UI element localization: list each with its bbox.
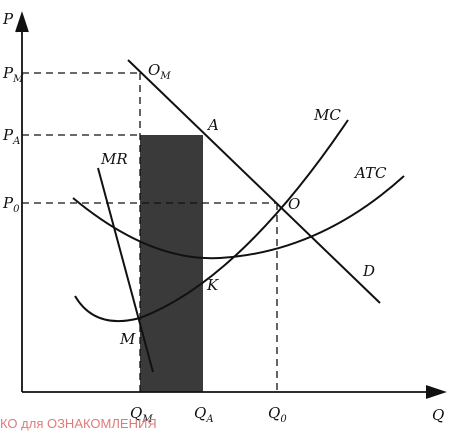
curve-label-mr: MR xyxy=(100,150,128,168)
quantity-label-qm-sub: M xyxy=(141,414,153,425)
price-label-pm-main: P xyxy=(2,64,14,82)
y-axis-arrow xyxy=(15,11,29,33)
average-total-cost-curve xyxy=(72,175,405,260)
quantity-label-qm: QM xyxy=(130,404,153,425)
point-label-om-sub: M xyxy=(159,71,171,82)
curve-label-mc: MC xyxy=(313,106,341,124)
shaded-area xyxy=(140,135,203,392)
marginal-revenue-curve xyxy=(97,167,154,373)
y-axis-label: P xyxy=(2,10,14,28)
price-label-pm: PM xyxy=(2,64,24,85)
point-label-k: K xyxy=(206,276,219,294)
quantity-label-q0-sub: 0 xyxy=(280,414,287,425)
price-label-pm-sub: M xyxy=(12,74,24,85)
reference-lines xyxy=(22,72,278,392)
quantity-label-qa-main: Q xyxy=(194,404,206,422)
curve-label-d: D xyxy=(362,262,375,280)
marginal-cost-curve xyxy=(74,119,349,323)
price-label-p0: P0 xyxy=(2,194,20,215)
point-label-m: M xyxy=(119,330,136,348)
x-axis-label: Q xyxy=(432,406,444,424)
point-label-a: A xyxy=(206,116,219,134)
curves xyxy=(72,59,405,373)
quantity-label-q0-main: Q xyxy=(268,404,280,422)
quantity-label-q0: Q0 xyxy=(268,404,287,425)
x-axis-arrow xyxy=(425,385,447,399)
watermark-text: КО для ОЗНАКОМЛЕНИЯ xyxy=(0,416,157,431)
point-label-om-main: O xyxy=(148,61,160,79)
price-label-p0-main: P xyxy=(2,194,14,212)
point-label-om: OM xyxy=(148,61,171,82)
quantity-label-qa-sub: A xyxy=(205,414,213,425)
price-label-pa-main: P xyxy=(2,126,14,144)
price-label-p0-sub: 0 xyxy=(13,204,20,215)
price-label-pa: PA xyxy=(2,126,20,147)
axes xyxy=(15,11,447,399)
demand-curve xyxy=(127,59,381,304)
point-label-o: O xyxy=(288,195,300,213)
quantity-label-qm-main: Q xyxy=(130,404,142,422)
quantity-label-qa: QA xyxy=(194,404,214,425)
curve-label-atc: ATC xyxy=(353,164,387,182)
price-label-pa-sub: A xyxy=(12,136,20,147)
